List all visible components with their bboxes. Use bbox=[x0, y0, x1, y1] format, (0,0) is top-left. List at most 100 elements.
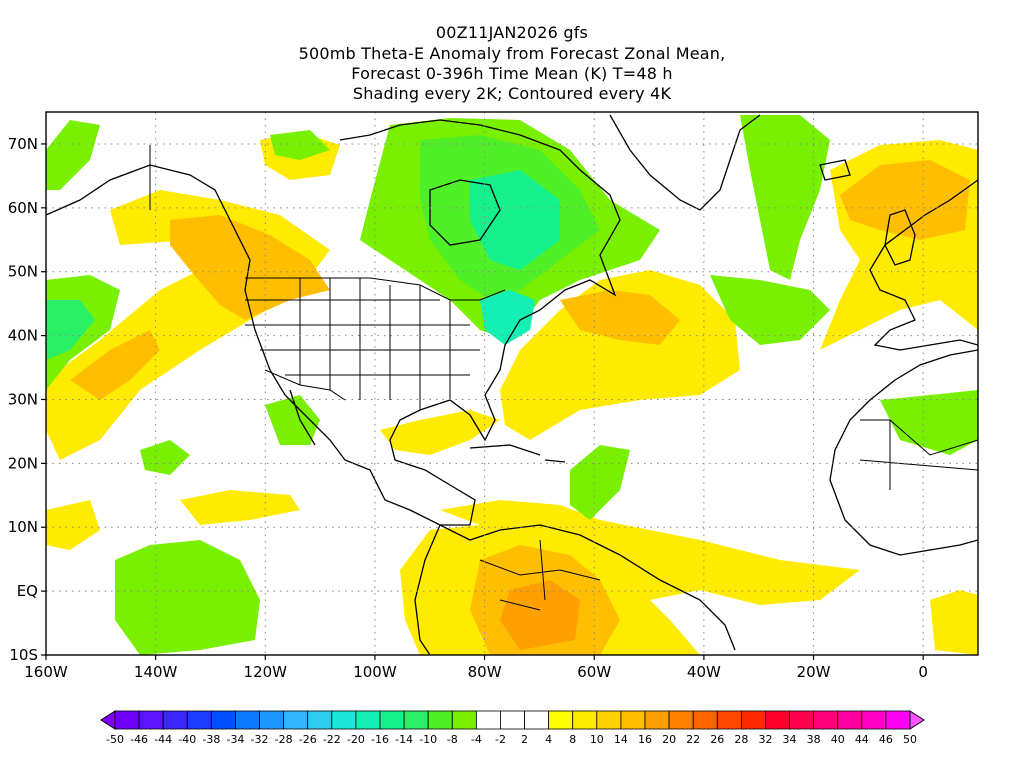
iceland bbox=[819, 159, 851, 181]
arctic-canada-cold bbox=[270, 130, 330, 160]
colorbar-swatch bbox=[355, 710, 381, 730]
lat-tick-label: 60N bbox=[8, 199, 38, 217]
colorbar-level-label: -16 bbox=[371, 733, 389, 746]
political-boundaries bbox=[149, 145, 978, 611]
us-canada-border bbox=[245, 277, 506, 301]
northeast-us-cold-core bbox=[480, 290, 535, 345]
lon-tick-label: 140W bbox=[134, 663, 178, 681]
lat-tick-label: 50N bbox=[8, 263, 38, 281]
colorbar-level-label: -22 bbox=[323, 733, 341, 746]
colorbar-right-arrow bbox=[909, 710, 925, 730]
colorbar-level-label: -20 bbox=[347, 733, 365, 746]
colorbar-swatch bbox=[668, 710, 694, 730]
south-america-warm-core-2 bbox=[500, 580, 580, 650]
colorbar-level-label: 28 bbox=[734, 733, 748, 746]
africa-coast bbox=[829, 349, 978, 556]
lat-tick-label: EQ bbox=[17, 582, 38, 600]
map-frame bbox=[45, 111, 979, 656]
colorbar-level-label: -34 bbox=[226, 733, 244, 746]
colorbar-swatch bbox=[548, 710, 574, 730]
colorbar-swatch bbox=[451, 710, 477, 730]
gulf-warm bbox=[380, 410, 500, 455]
colorbar-level-label: -4 bbox=[471, 733, 482, 746]
colorbar-level-label: -46 bbox=[130, 733, 148, 746]
colorbar-swatch bbox=[885, 710, 911, 730]
lat-tick-label: 70N bbox=[8, 135, 38, 153]
colorbar-level-label: -44 bbox=[154, 733, 172, 746]
colorbar-swatch bbox=[427, 710, 453, 730]
tropical-pacific-warm-band bbox=[180, 490, 300, 525]
baja-cold bbox=[265, 395, 320, 445]
colorbar-level-label: -50 bbox=[106, 733, 124, 746]
chart-title-line-3: Forecast 0-396h Time Mean (K) T=48 h bbox=[351, 64, 673, 83]
lat-tick-label: 30N bbox=[8, 390, 38, 408]
colorbar-level-label: 4 bbox=[545, 733, 552, 746]
colorbar-level-label: 40 bbox=[831, 733, 845, 746]
lon-tick-label: 120W bbox=[244, 663, 288, 681]
colorbar-level-label: -14 bbox=[395, 733, 413, 746]
colorbar-swatch bbox=[331, 710, 357, 730]
greenland-cold bbox=[46, 120, 100, 190]
colorbar-level-label: 2 bbox=[521, 733, 528, 746]
greenland-coast bbox=[609, 114, 761, 211]
colorbar-level-label: 20 bbox=[662, 733, 676, 746]
south-america-borders bbox=[479, 539, 601, 611]
colorbar-swatch bbox=[596, 710, 622, 730]
colorbar-swatch bbox=[114, 710, 140, 730]
colorbar-level-label: 38 bbox=[807, 733, 821, 746]
pacific-northwest-warm-core bbox=[170, 215, 330, 320]
colorbar-swatch bbox=[186, 710, 212, 730]
hudson-bay-coast bbox=[429, 179, 501, 246]
lat-tick-label: 20N bbox=[8, 454, 38, 472]
colorbar-swatch bbox=[379, 710, 405, 730]
colorbar-swatch bbox=[210, 710, 236, 730]
colorbar-level-label: 10 bbox=[590, 733, 604, 746]
southeast-atlantic-warm bbox=[930, 590, 978, 655]
mid-pacific-warm bbox=[46, 500, 100, 550]
western-atlantic-warm-core bbox=[560, 290, 680, 345]
colorbar-swatch bbox=[475, 710, 501, 730]
lon-tick-label: 0 bbox=[918, 663, 928, 681]
europe-coast bbox=[869, 179, 978, 351]
colorbar-swatch bbox=[837, 710, 863, 730]
colorbar-level-label: -40 bbox=[178, 733, 196, 746]
caribbean-islands bbox=[469, 444, 566, 463]
north-atlantic-cold bbox=[740, 115, 830, 280]
colorbar-level-label: -26 bbox=[299, 733, 317, 746]
colorbar-swatch bbox=[572, 710, 598, 730]
colorbar-swatch bbox=[403, 710, 429, 730]
colorbar-swatch bbox=[307, 710, 333, 730]
pacific-warm-core-west bbox=[70, 330, 160, 400]
lat-tick-label: 10S bbox=[9, 646, 38, 664]
colorbar-swatch bbox=[524, 710, 550, 730]
lon-tick-label: 20W bbox=[797, 663, 831, 681]
colorbar-level-label: -32 bbox=[251, 733, 269, 746]
chart-title-line-1: 00Z11JAN2026 gfs bbox=[435, 23, 589, 42]
chart-title-line-4: Shading every 2K; Contoured every 4K bbox=[352, 84, 672, 103]
colorbar-level-label: 34 bbox=[783, 733, 797, 746]
lon-tick-label: 40W bbox=[687, 663, 721, 681]
latitude-labels: 70N 60N 50N 40N 30N 20N 10N EQ 10S bbox=[8, 135, 38, 664]
colorbar-level-label: 32 bbox=[758, 733, 772, 746]
british-isles bbox=[884, 209, 916, 266]
colorbar-level-label: 46 bbox=[879, 733, 893, 746]
colorbar-level-label: 14 bbox=[614, 733, 628, 746]
colorbar: -50 -46 -44 -40 -38 -34 -32 -28 -26 -22 -20 -16 -14-… bbox=[100, 710, 925, 746]
colorbar-swatch bbox=[765, 710, 790, 730]
colorbar-level-label: -28 bbox=[275, 733, 293, 746]
colorbar-swatch bbox=[500, 710, 525, 730]
colorbar-level-label: 22 bbox=[686, 733, 700, 746]
west-africa-cold bbox=[880, 390, 978, 455]
colorbar-swatch bbox=[813, 710, 839, 730]
colorbar-level-label: -38 bbox=[202, 733, 220, 746]
lon-tick-label: 100W bbox=[353, 663, 397, 681]
graticule bbox=[41, 112, 978, 660]
colorbar-swatch bbox=[861, 710, 887, 730]
equatorial-pacific-cold bbox=[115, 540, 260, 655]
lon-tick-label: 60W bbox=[577, 663, 611, 681]
colorbar-swatch bbox=[138, 710, 164, 730]
colorbar-swatch bbox=[740, 710, 766, 730]
chart-title-line-2: 500mb Theta-E Anomaly from Forecast Zona… bbox=[298, 44, 726, 63]
colorbar-level-label: -10 bbox=[419, 733, 437, 746]
